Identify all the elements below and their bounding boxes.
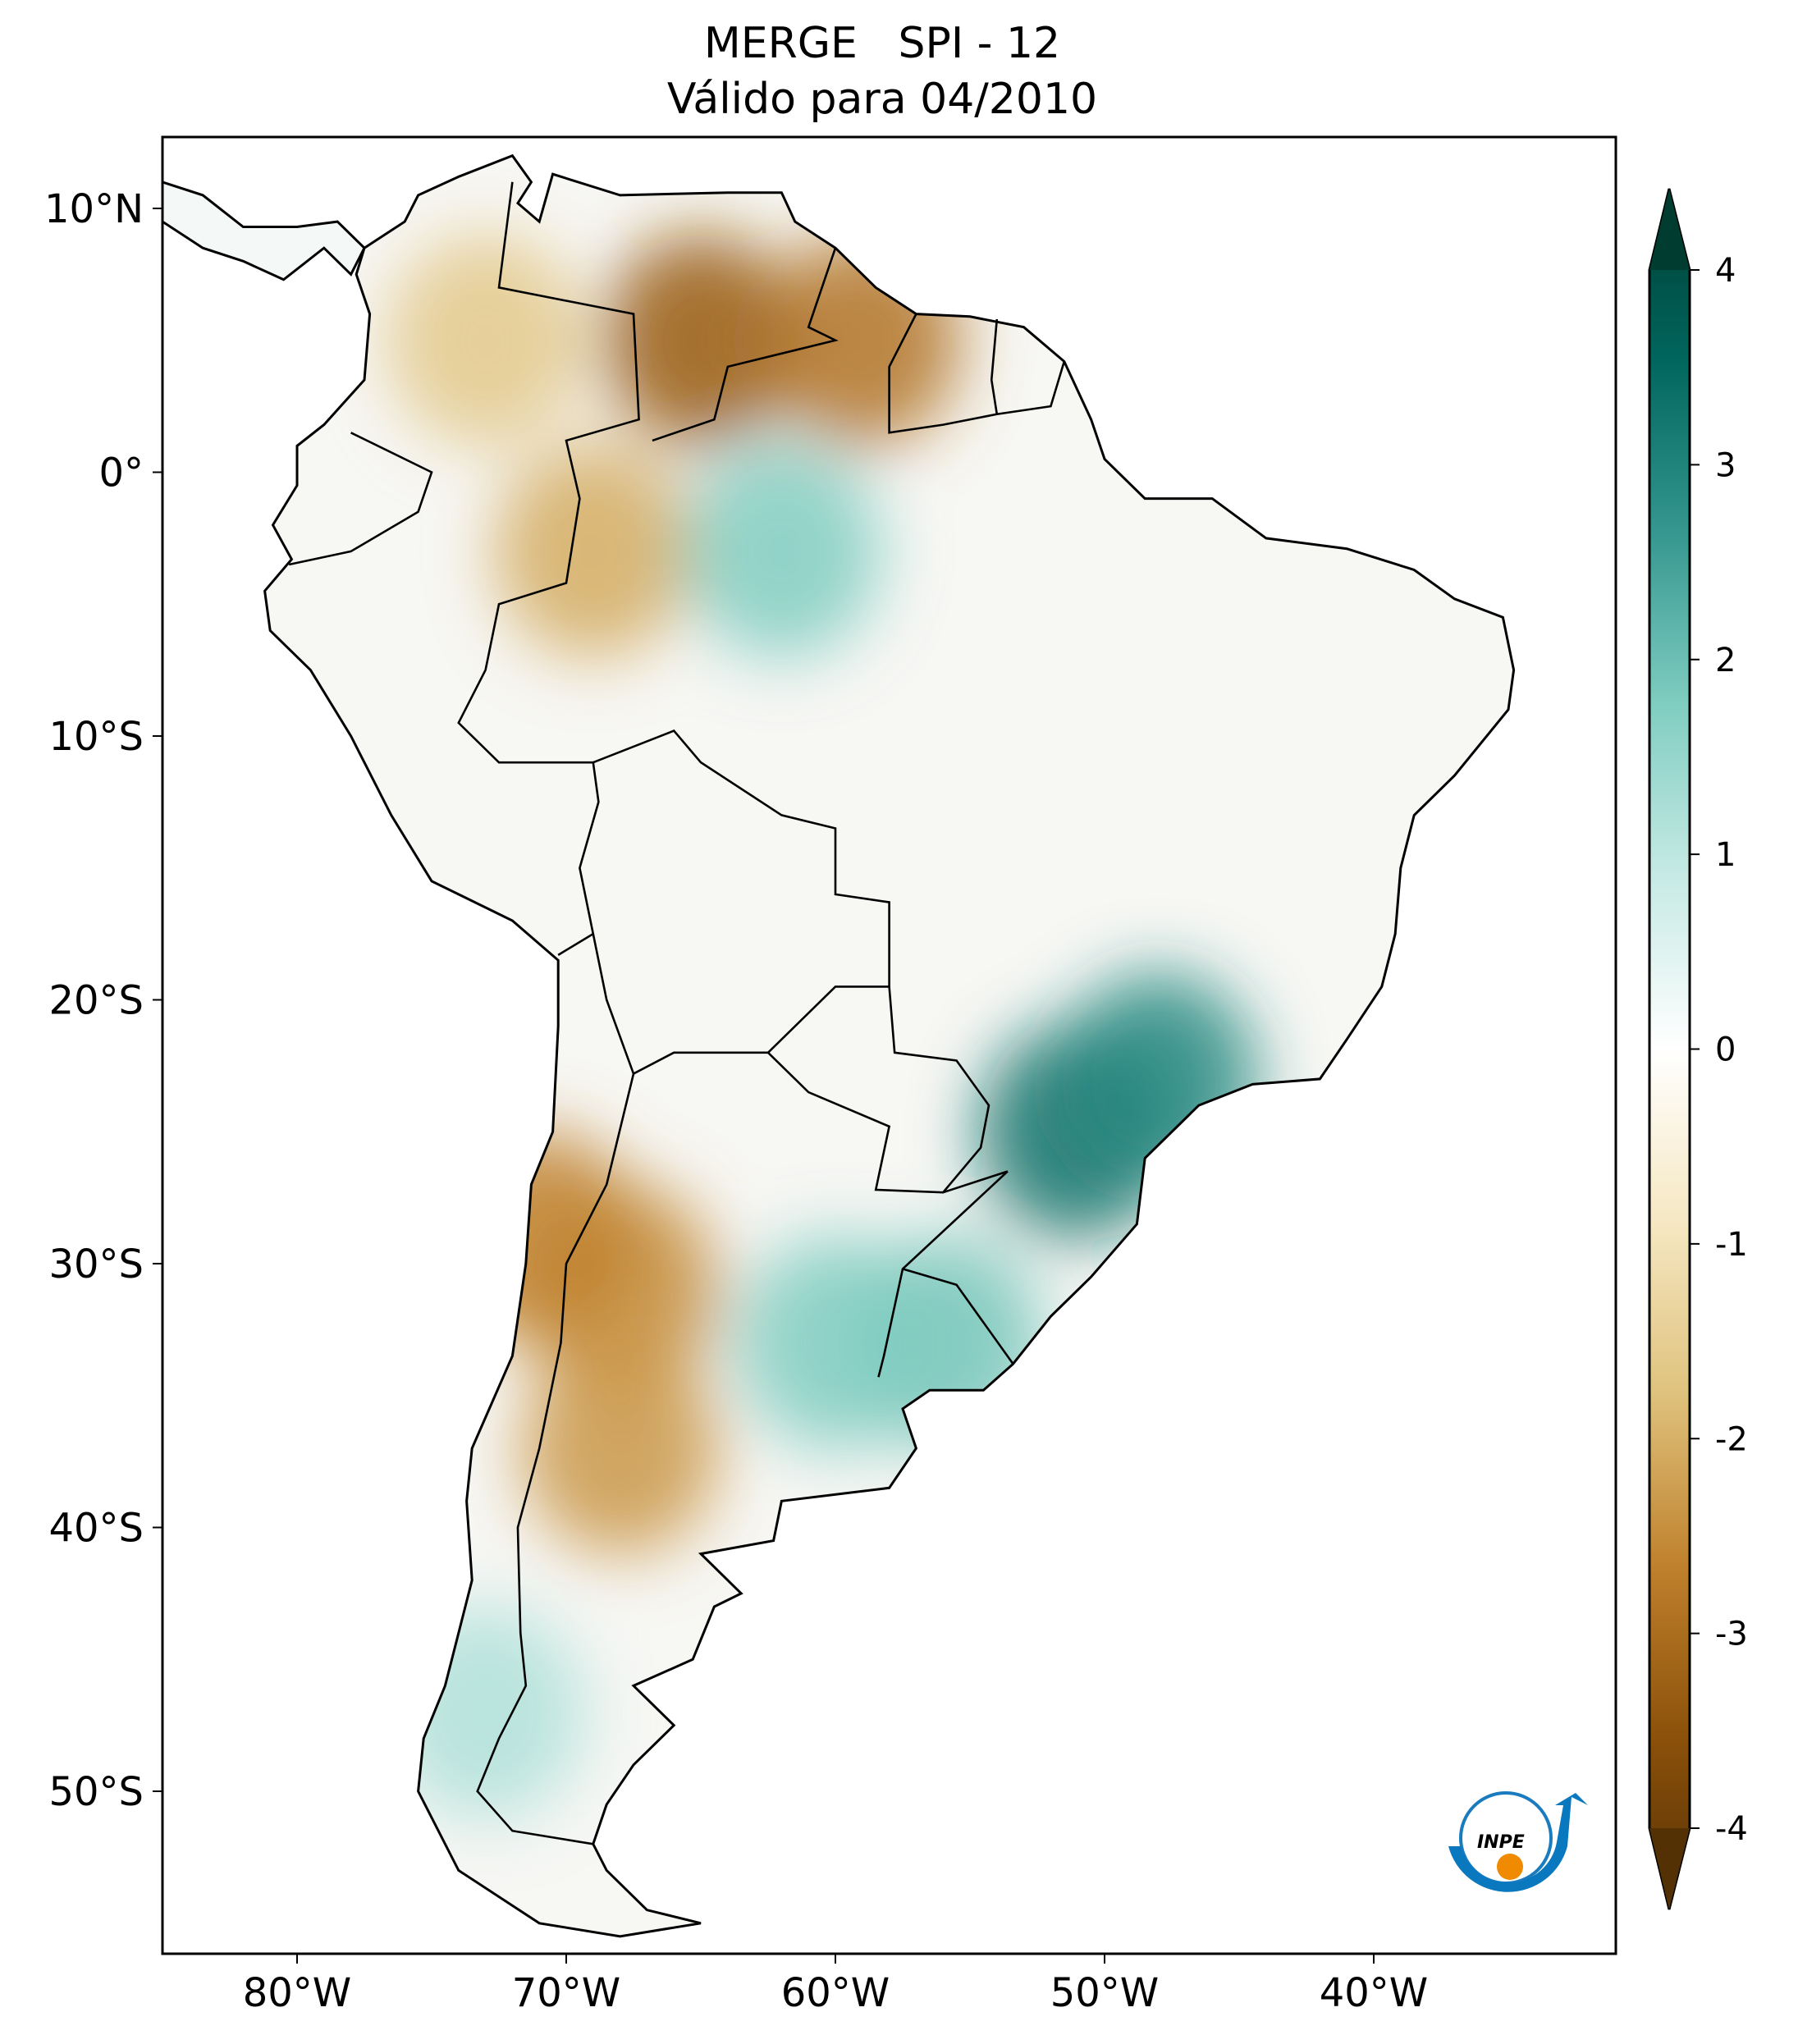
- x-tick-label: 60°W: [781, 1970, 890, 2016]
- spi-anomaly-colombia: [387, 233, 584, 447]
- y-tick-label: 50°S: [48, 1769, 144, 1815]
- border-line: [990, 318, 999, 414]
- y-tick-label: 10°N: [44, 186, 144, 232]
- colorbar-tick-label: -4: [1715, 1810, 1748, 1848]
- spi-field: [264, 155, 1514, 1937]
- x-tick-label: 40°W: [1320, 1970, 1429, 2016]
- y-tick-label: 10°S: [48, 714, 144, 760]
- x-tick-label: 70°W: [512, 1970, 621, 2016]
- border-line: [457, 181, 640, 956]
- y-axis: 10°N 0° 10°S 20°S 30°S 40°S 50°S: [44, 186, 162, 1815]
- border-line: [592, 729, 890, 1076]
- inpe-logo-text: INPE: [1477, 1832, 1525, 1853]
- y-tick-label: 40°S: [48, 1506, 144, 1552]
- border-line: [888, 313, 1066, 434]
- border-line: [476, 1073, 635, 1845]
- chart-subtitle: Válido para 04/2010: [667, 75, 1097, 124]
- colorbar-tick-label: 1: [1715, 836, 1736, 874]
- axes-frame: [161, 135, 1617, 1955]
- chart-title: MERGE SPI - 12: [704, 19, 1060, 68]
- spi-anomaly-western-amazon: [494, 444, 692, 658]
- border-line: [902, 1268, 1014, 1365]
- x-tick-label: 50°W: [1050, 1970, 1160, 2016]
- coastline: [263, 153, 1516, 1938]
- map-area: [162, 153, 1516, 1938]
- x-tick-label: 80°W: [243, 1970, 352, 2016]
- colorbar-tick-label: -3: [1715, 1616, 1748, 1653]
- colorbar-tick-label: 2: [1715, 642, 1736, 679]
- spi-anomaly-patagonia-north: [521, 1342, 719, 1556]
- spi-anomaly-pampas: [737, 1236, 934, 1450]
- central-america: [162, 181, 366, 281]
- border-line: [877, 1170, 1009, 1378]
- y-tick-label: 0°: [98, 450, 144, 496]
- colorbar-tick-label: 3: [1715, 446, 1736, 484]
- spi-anomaly-s-o-paulo: [1059, 972, 1257, 1186]
- colorbar-tick-label: 0: [1715, 1031, 1736, 1069]
- colorbar-extend-min: [1649, 1828, 1690, 1909]
- border-line: [288, 432, 433, 566]
- border-line: [942, 1170, 1009, 1194]
- border-line: [767, 986, 991, 1194]
- spi-anomaly-venezuela: [602, 233, 799, 447]
- y-tick-label: 30°S: [48, 1241, 144, 1287]
- inpe-logo: INPE: [1448, 1791, 1588, 1892]
- spi-anomaly-guyana: [763, 233, 961, 447]
- spi-anomaly-southern-chile: [387, 1605, 584, 1819]
- colorbar: 4 3 2 1 0 -1 -2 -3 -4: [1648, 188, 1748, 1910]
- x-axis: 80°W 70°W 60°W 50°W 40°W: [243, 1954, 1429, 2016]
- country-borders: [288, 181, 1066, 1845]
- border-line: [652, 247, 839, 442]
- colorbar-extend-max: [1649, 189, 1690, 270]
- y-tick-label: 20°S: [48, 978, 144, 1024]
- colorbar-tick-label: -1: [1715, 1226, 1748, 1264]
- spi-anomaly-central-amazon: [683, 444, 881, 658]
- colorbar-tick-label: 4: [1715, 252, 1736, 290]
- colorbar-tick-label: -2: [1715, 1420, 1748, 1458]
